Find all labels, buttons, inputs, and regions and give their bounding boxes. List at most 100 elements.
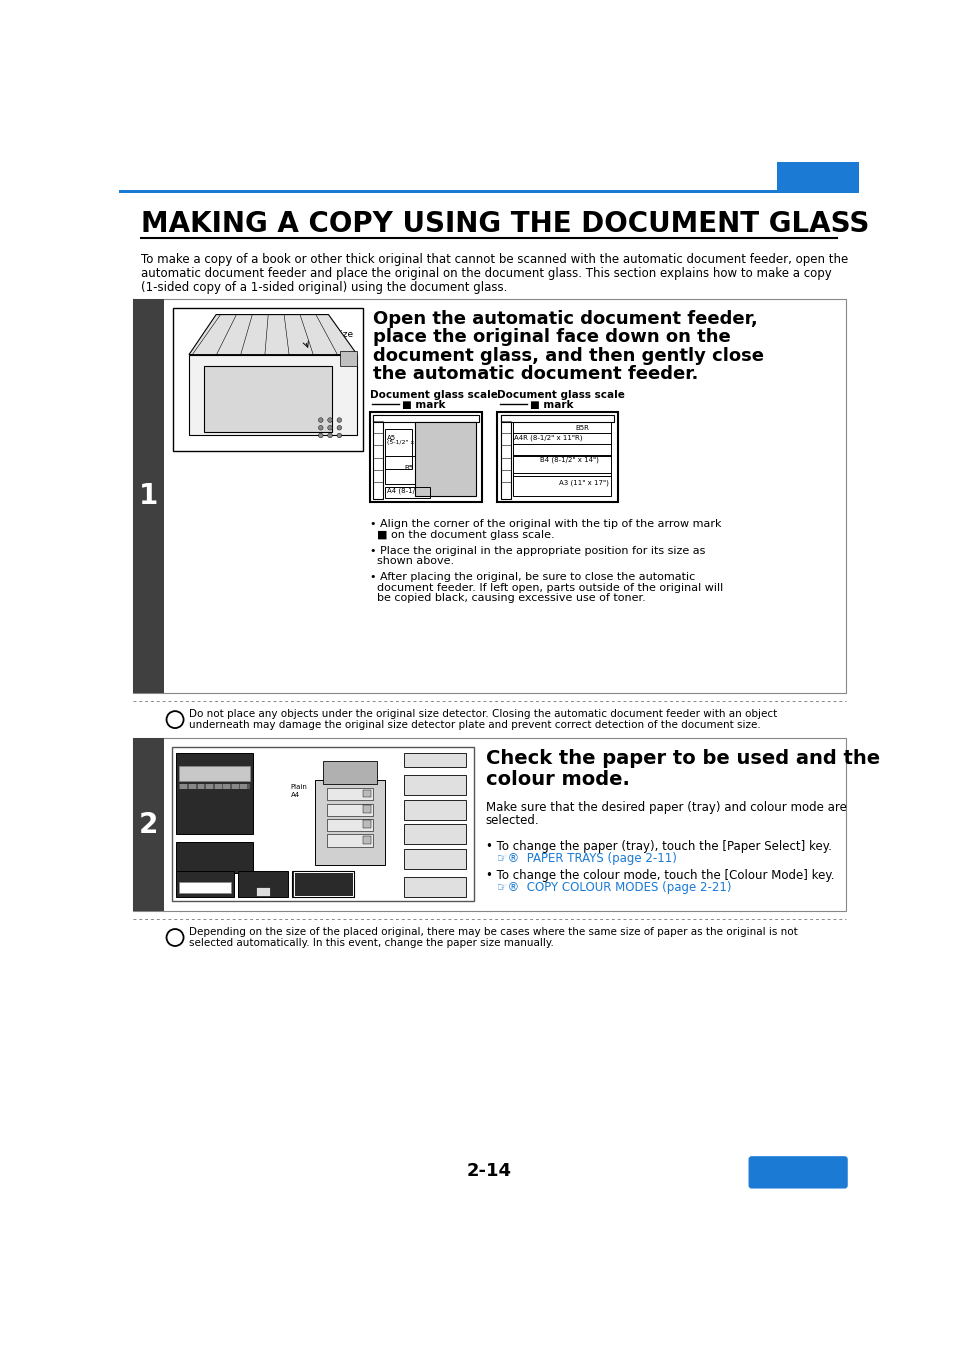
Text: automatic document feeder and place the original on the document glass. This sec: automatic document feeder and place the …: [141, 267, 831, 280]
Bar: [323, 761, 377, 785]
Text: 100%: 100%: [192, 885, 217, 893]
Text: A4: A4: [291, 792, 299, 798]
Bar: [500, 415, 510, 500]
Text: Depending on the size of the placed original, there may be cases where the same : Depending on the size of the placed orig…: [189, 927, 797, 936]
Bar: [133, 299, 164, 693]
Circle shape: [167, 929, 183, 946]
Bar: [315, 781, 385, 865]
Bar: [404, 754, 466, 767]
Circle shape: [318, 417, 323, 423]
Bar: [175, 842, 253, 873]
Bar: [373, 415, 382, 500]
Bar: [175, 870, 233, 897]
Text: Check the paper to be used and the: Check the paper to be used and the: [485, 748, 879, 767]
Bar: [223, 785, 230, 789]
Circle shape: [328, 417, 332, 423]
Bar: [404, 800, 466, 820]
Text: B4 (8-1/2" x 14"): B4 (8-1/2" x 14"): [539, 457, 598, 463]
Text: • To change the colour mode, touch the [Colour Mode] key.: • To change the colour mode, touch the […: [485, 869, 834, 882]
Text: 4. A3: 4. A3: [331, 836, 345, 842]
Bar: [294, 871, 353, 896]
Bar: [497, 412, 617, 503]
Bar: [172, 747, 474, 901]
Bar: [327, 804, 373, 816]
Text: (1-sided copy of a 1-sided original) using the document glass.: (1-sided copy of a 1-sided original) usi…: [141, 281, 507, 293]
Bar: [232, 785, 238, 789]
Bar: [240, 785, 247, 789]
Bar: [204, 366, 332, 431]
Text: File: File: [429, 831, 441, 836]
Bar: [385, 488, 430, 497]
Text: Contents: Contents: [759, 1165, 836, 1179]
Circle shape: [328, 434, 332, 438]
Circle shape: [167, 711, 183, 728]
Text: colour mode.: colour mode.: [485, 770, 629, 789]
Bar: [363, 836, 371, 843]
Bar: [189, 785, 195, 789]
Bar: [500, 415, 614, 423]
Bar: [404, 877, 466, 897]
Text: document glass, and then gently close: document glass, and then gently close: [373, 347, 763, 365]
Bar: [363, 790, 371, 797]
Bar: [327, 788, 373, 800]
Bar: [373, 415, 478, 423]
Text: 1: 1: [139, 482, 158, 511]
Text: To make a copy of a book or other thick original that cannot be scanned with the: To make a copy of a book or other thick …: [141, 253, 847, 266]
Text: • Place the original in the appropriate position for its size as: • Place the original in the appropriate …: [369, 546, 704, 555]
Text: 2-14: 2-14: [466, 1162, 511, 1179]
Bar: [404, 848, 466, 869]
Text: MAKING A COPY USING THE DOCUMENT GLASS: MAKING A COPY USING THE DOCUMENT GLASS: [141, 209, 868, 238]
Text: Auto: Auto: [206, 854, 223, 863]
Bar: [206, 785, 213, 789]
Circle shape: [336, 417, 341, 423]
Text: be copied black, causing excessive use of toner.: be copied black, causing excessive use o…: [369, 593, 644, 604]
Text: Plain: Plain: [291, 785, 307, 790]
Circle shape: [336, 434, 341, 438]
Text: • Align the corner of the original with the tip of the arrow mark: • Align the corner of the original with …: [369, 519, 720, 530]
Text: Preview: Preview: [421, 884, 449, 889]
Polygon shape: [189, 354, 356, 435]
Bar: [513, 423, 611, 444]
Text: selected automatically. In this event, change the paper size manually.: selected automatically. In this event, c…: [189, 939, 554, 948]
Bar: [513, 473, 611, 496]
Bar: [197, 785, 204, 789]
Text: Auto
A4
Plain: Auto A4 Plain: [315, 882, 331, 898]
Bar: [327, 835, 373, 847]
Text: selected.: selected.: [485, 813, 538, 827]
Text: Quick File: Quick File: [418, 855, 452, 861]
Bar: [404, 824, 466, 844]
Text: A4: A4: [258, 888, 266, 893]
Text: Exposure: Exposure: [196, 846, 232, 854]
Text: 1. A4: 1. A4: [331, 790, 345, 796]
Text: COPIER: COPIER: [787, 169, 847, 184]
Bar: [255, 886, 270, 896]
Bar: [385, 457, 415, 484]
Bar: [777, 162, 858, 190]
Bar: [179, 766, 250, 781]
Text: 3. B4: 3. B4: [331, 821, 345, 827]
Text: Document glass scale: Document glass scale: [369, 390, 497, 400]
Text: 2. A4R: 2. A4R: [331, 805, 349, 811]
Text: • To change the paper (tray), touch the [Paper Select] key.: • To change the paper (tray), touch the …: [485, 840, 831, 852]
Text: Auto: Auto: [254, 882, 271, 888]
Bar: [385, 428, 412, 469]
Text: ■ mark: ■ mark: [530, 400, 573, 411]
Text: ☞®  COPY COLOUR MODES (page 2-21): ☞® COPY COLOUR MODES (page 2-21): [497, 881, 730, 894]
Circle shape: [318, 426, 323, 430]
Text: • After placing the original, be sure to close the automatic: • After placing the original, be sure to…: [369, 571, 694, 582]
Text: Colour Mode: Colour Mode: [191, 759, 238, 767]
Bar: [369, 412, 481, 503]
Bar: [180, 785, 187, 789]
Bar: [133, 299, 845, 693]
Bar: [214, 785, 221, 789]
FancyBboxPatch shape: [748, 1156, 847, 1189]
Text: Paper Select: Paper Select: [301, 874, 344, 881]
Text: ✏: ✏: [170, 931, 180, 944]
Text: A4R (8-1/2" x 11"R): A4R (8-1/2" x 11"R): [514, 435, 582, 442]
Text: Original: Original: [249, 874, 276, 881]
Bar: [363, 820, 371, 828]
Text: shown above.: shown above.: [369, 557, 454, 566]
Circle shape: [328, 426, 332, 430]
Bar: [404, 775, 466, 794]
Text: 2: 2: [139, 811, 158, 839]
